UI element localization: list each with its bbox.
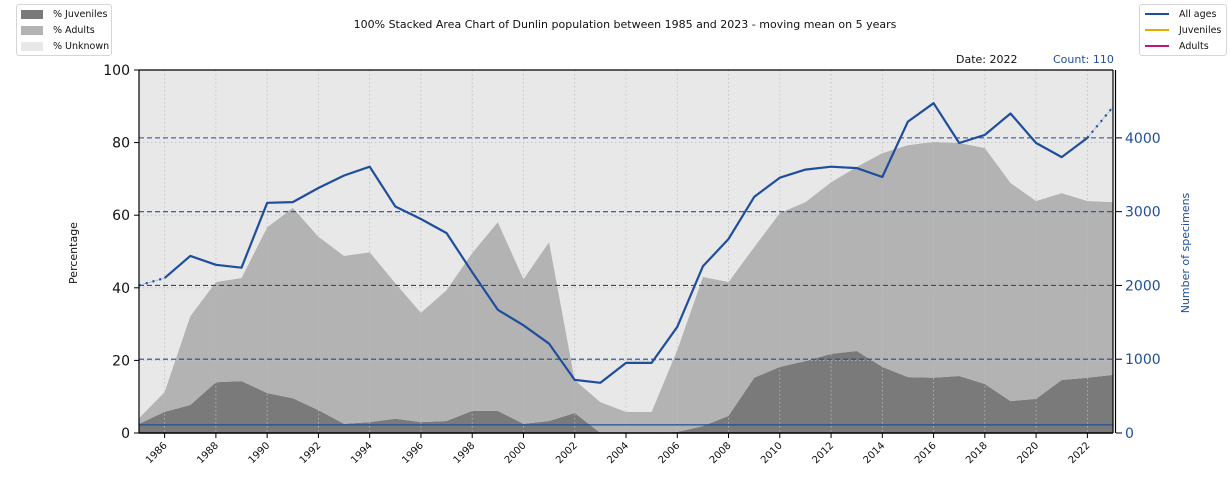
all-ages-swatch [1145, 13, 1169, 15]
juveniles-line-swatch [1145, 29, 1169, 31]
x-tick-label: 2020 [1015, 440, 1041, 466]
count-reference-lines [139, 137, 1113, 426]
y-tick-label: 20 [112, 353, 130, 369]
legend-item-adults: % Adults [17, 22, 111, 38]
x-tick-label: 2022 [1067, 440, 1093, 466]
legend-item-adults-line: Adults [1140, 38, 1226, 54]
y-tick-label: 0 [121, 426, 130, 442]
all-ages-dotted-segment [138, 277, 165, 287]
legend-item-unknown: % Unknown [17, 38, 111, 54]
x-tick-label: 1994 [349, 440, 375, 466]
y-tick-label: 60 [112, 208, 130, 224]
y-axis-label: Percentage [67, 222, 80, 284]
y-tick-label: 80 [112, 136, 130, 152]
grid-lines [139, 70, 1113, 433]
x-tick-label: 1998 [452, 440, 478, 466]
x-tick-label: 2002 [554, 440, 580, 466]
all-ages-line [163, 102, 1089, 384]
y-tick-label: 40 [112, 281, 130, 297]
unknown-area [139, 70, 1113, 419]
legend-label: % Adults [53, 24, 95, 36]
date-annotation: Date: 2022 [956, 53, 1018, 66]
legend-label: % Juveniles [53, 8, 108, 20]
all-ages-extrapolation-guide [1087, 106, 1114, 139]
y2-tick-label: 1000 [1125, 352, 1161, 368]
adults-swatch [21, 25, 43, 35]
x-tick-label: 1988 [195, 440, 221, 466]
chart-title: 100% Stacked Area Chart of Dunlin popula… [353, 18, 897, 31]
x-tick-label: 1986 [144, 440, 170, 466]
x-tick-label: 2014 [862, 440, 888, 466]
adults-area [139, 141, 1113, 433]
line-legend: All ages Juveniles Adults [1139, 4, 1227, 56]
y2-tick-label: 3000 [1125, 205, 1161, 221]
juveniles-area [139, 351, 1113, 433]
x-tick-label: 2006 [657, 440, 683, 466]
area-legend: % Juveniles % Adults % Unknown [16, 4, 112, 56]
adults-line-swatch [1145, 45, 1169, 47]
x-tick-label: 1992 [298, 440, 324, 466]
x-tick-label: 1990 [247, 440, 273, 466]
x-tick-label: 2016 [913, 440, 939, 466]
legend-label: Juveniles [1179, 24, 1222, 36]
y2-tick-label: 4000 [1125, 131, 1161, 147]
count-lines [138, 102, 1114, 384]
area-layers [139, 70, 1113, 433]
x-tick-label: 2010 [759, 440, 785, 466]
unknown-swatch [21, 41, 43, 51]
count-annotation: Count: 110 [1053, 53, 1114, 66]
y-tick-label: 100 [103, 63, 130, 79]
legend-label: All ages [1179, 8, 1217, 20]
y2-tick-label: 0 [1125, 426, 1134, 442]
legend-item-all-ages: All ages [1140, 6, 1226, 22]
legend-label: % Unknown [53, 40, 110, 52]
y2-axis-label: Number of specimens [1179, 192, 1192, 313]
legend-label: Adults [1179, 40, 1209, 52]
y2-tick-label: 2000 [1125, 278, 1161, 294]
x-tick-label: 2012 [810, 440, 836, 466]
legend-item-juveniles: % Juveniles [17, 6, 111, 22]
x-tick-label: 2004 [605, 440, 631, 466]
juveniles-swatch [21, 9, 43, 19]
legend-item-juveniles-line: Juveniles [1140, 22, 1226, 38]
x-tick-label: 2008 [708, 440, 734, 466]
x-tick-label: 2018 [964, 440, 990, 466]
x-tick-label: 1996 [400, 440, 426, 466]
x-tick-label: 2000 [503, 440, 529, 466]
